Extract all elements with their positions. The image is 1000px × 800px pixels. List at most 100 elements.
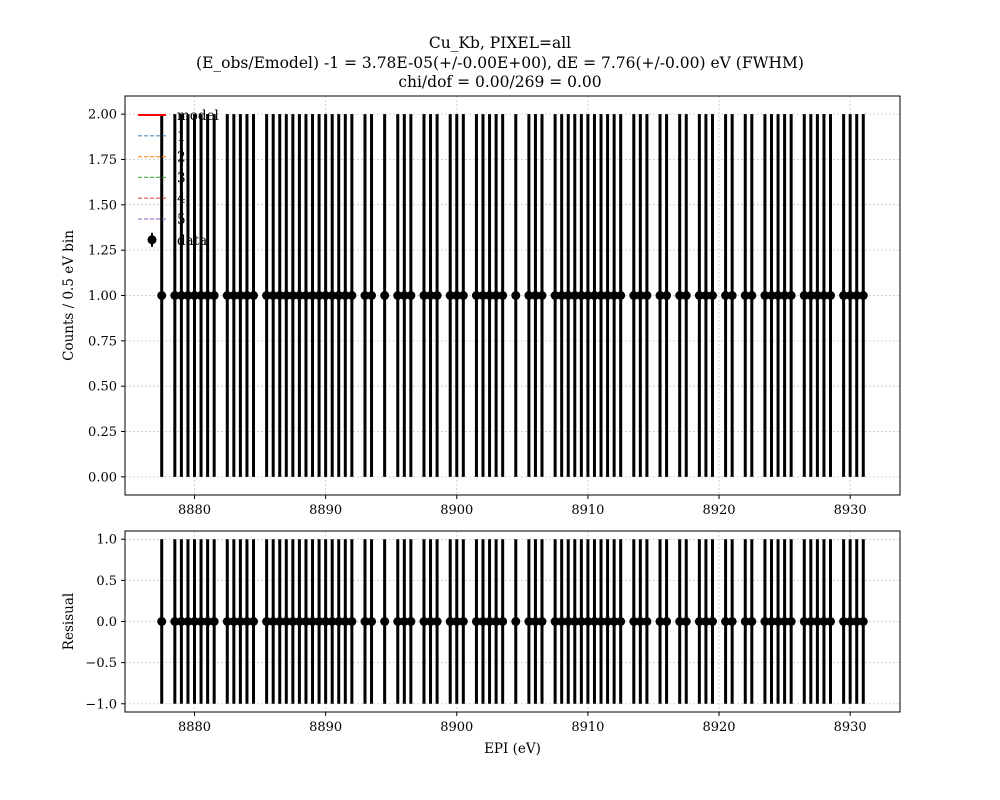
- residual-data-point: [360, 617, 370, 626]
- residual-x-tick-label: 8920: [702, 720, 735, 735]
- residual-data-point: [288, 617, 298, 626]
- spectrum-data-point: [858, 291, 868, 300]
- residual-data-point: [845, 617, 855, 626]
- chart-title-line-2: (E_obs/Emodel) -1 = 3.78E-05(+/-0.00E+00…: [196, 54, 804, 72]
- residual-data-point: [249, 617, 259, 626]
- spectrum-data-point: [563, 291, 573, 300]
- spectrum-data-point: [235, 291, 245, 300]
- residual-data-point: [596, 617, 606, 626]
- residual-data-point: [393, 617, 403, 626]
- spectrum-data-point: [452, 291, 462, 300]
- spectrum-data-point: [281, 291, 291, 300]
- spectrum-data-point: [268, 291, 278, 300]
- residual-data-point: [760, 617, 770, 626]
- spectrum-data-point: [839, 291, 849, 300]
- residual-data-point: [334, 617, 344, 626]
- residual-data-point: [655, 617, 665, 626]
- spectrum-data-point: [609, 291, 619, 300]
- residual-data-point: [406, 617, 416, 626]
- residual-data-point: [432, 617, 442, 626]
- spectrum-y-tick-label: 1.00: [88, 289, 117, 304]
- residual-data-point: [458, 617, 468, 626]
- spectrum-data-point: [340, 291, 350, 300]
- residual-data-point: [557, 617, 567, 626]
- legend-label: model: [177, 108, 219, 124]
- residual-data-point: [537, 617, 547, 626]
- residual-data-point: [583, 617, 593, 626]
- residual-data-point: [229, 617, 239, 626]
- spectrum-data-point: [445, 291, 455, 300]
- spectrum-x-tick-label: 8930: [834, 503, 867, 518]
- spectrum-data-point: [747, 291, 757, 300]
- spectrum-data-point: [603, 291, 613, 300]
- legend-label: 3: [177, 170, 186, 186]
- residual-data-point: [294, 617, 304, 626]
- spectrum-data-point: [825, 291, 835, 300]
- residual-data-point: [281, 617, 291, 626]
- spectrum-data-point: [799, 291, 809, 300]
- residual-data-point: [445, 617, 455, 626]
- spectrum-data-point: [275, 291, 285, 300]
- spectrum-data-point: [183, 291, 193, 300]
- residual-data-point: [399, 617, 409, 626]
- spectrum-data-point: [288, 291, 298, 300]
- spectrum-data-point: [170, 291, 180, 300]
- residual-data-point: [268, 617, 278, 626]
- residual-data-point: [452, 617, 462, 626]
- spectrum-data-point: [589, 291, 599, 300]
- spectrum-data-point: [675, 291, 685, 300]
- residual-data-point: [694, 617, 704, 626]
- legend-label: data: [177, 233, 207, 249]
- residual-x-tick-label: 8930: [834, 720, 867, 735]
- residual-data-point: [426, 617, 436, 626]
- spectrum-data-point: [524, 291, 534, 300]
- residual-data-point: [170, 617, 180, 626]
- spectrum-data-point: [845, 291, 855, 300]
- residual-data-point: [196, 617, 206, 626]
- spectrum-data-point: [209, 291, 219, 300]
- residual-data-point: [209, 617, 219, 626]
- spectrum-data-point: [399, 291, 409, 300]
- residual-data-point: [275, 617, 285, 626]
- residual-data-point: [203, 617, 213, 626]
- residual-data-point: [852, 617, 862, 626]
- spectrum-data-point: [537, 291, 547, 300]
- residual-data-point: [799, 617, 809, 626]
- residual-data-point: [262, 617, 272, 626]
- spectrum-data-point: [570, 291, 580, 300]
- spectrum-data-point: [314, 291, 324, 300]
- residual-data-point: [635, 617, 645, 626]
- spectrum-data-point: [766, 291, 776, 300]
- spectrum-data-point: [642, 291, 652, 300]
- residual-y-tick-label: 1.0: [96, 533, 117, 548]
- spectrum-y-tick-label: 0.00: [88, 470, 117, 485]
- spectrum-data-point: [380, 291, 390, 300]
- residual-data-point: [589, 617, 599, 626]
- spectrum-data-point: [308, 291, 318, 300]
- residual-data-point: [806, 617, 816, 626]
- spectrum-data-point: [806, 291, 816, 300]
- spectrum-data-point: [406, 291, 416, 300]
- spectrum-y-tick-label: 2.00: [88, 108, 117, 123]
- residual-data-point: [721, 617, 731, 626]
- spectrum-data-point: [419, 291, 429, 300]
- spectrum-data-point: [471, 291, 481, 300]
- residual-data-point: [766, 617, 776, 626]
- spectrum-y-tick-label: 0.75: [88, 334, 117, 349]
- residual-data-point: [786, 617, 796, 626]
- spectrum-data-point: [681, 291, 691, 300]
- spectrum-data-point: [701, 291, 711, 300]
- residual-x-tick-label: 8900: [440, 720, 473, 735]
- residual-data-point: [308, 617, 318, 626]
- residual-data-point: [780, 617, 790, 626]
- chart-title-line-3: chi/dof = 0.00/269 = 0.00: [398, 73, 602, 91]
- residual-data-point: [222, 617, 232, 626]
- residual-data-point: [367, 617, 377, 626]
- residual-y-tick-label: 0.0: [96, 615, 117, 630]
- legend-label: 5: [177, 212, 186, 228]
- spectrum-data-point: [301, 291, 311, 300]
- spectrum-data-point: [498, 291, 508, 300]
- residual-data-point: [675, 617, 685, 626]
- residual-panel: 8880 8890 8900 8910 8920 8930 −1.0 −0.5 0.0 0.5 1.…: [61, 530, 901, 757]
